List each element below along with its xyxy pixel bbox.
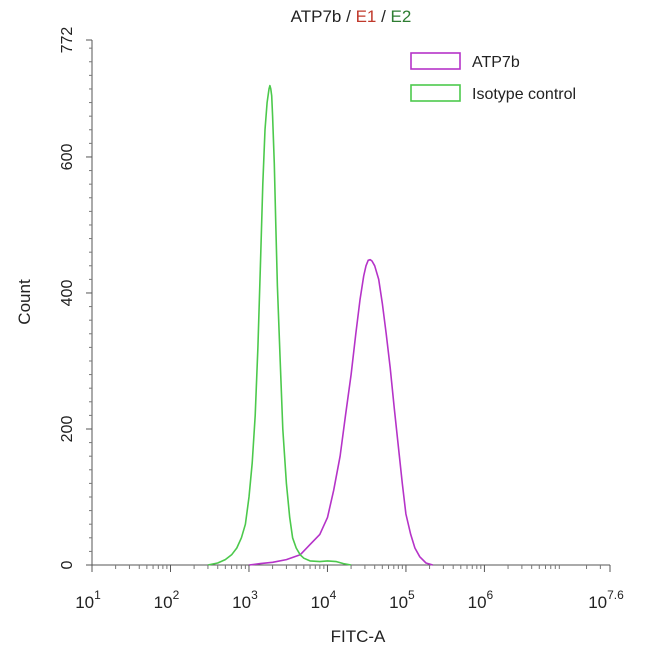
x-tick-label: 103: [232, 588, 258, 612]
x-tick-label: 104: [311, 588, 337, 612]
x-tick-exponent: 7.6: [607, 588, 624, 602]
x-tick-base: 10: [468, 593, 487, 612]
x-tick-label: 102: [154, 588, 180, 612]
legend-swatch-1: [410, 84, 461, 102]
legend-label-1: Isotype control: [472, 86, 576, 103]
y-tick-label: 772: [59, 27, 76, 54]
y-tick-label: 200: [59, 416, 76, 443]
y-tick-label: 0: [59, 560, 76, 569]
title-part-3: /: [376, 7, 390, 26]
x-tick-base: 10: [154, 593, 173, 612]
series-line-0: [248, 258, 434, 566]
legend-label-0: ATP7b: [472, 54, 520, 71]
plot-frame: [91, 40, 610, 566]
x-axis-label: FITC-A: [331, 627, 386, 646]
legend: ATP7b Isotype control: [410, 52, 576, 103]
x-tick-exponent: 5: [408, 588, 415, 602]
chart-title-text: ATP7b / E1 / E2: [291, 7, 412, 26]
series-line-1: [207, 84, 352, 566]
x-tick-base: 10: [75, 593, 94, 612]
title-part-1: /: [341, 7, 355, 26]
x-tick-exponent: 6: [487, 588, 494, 602]
y-tick-label: 600: [59, 144, 76, 171]
x-tick-exponent: 3: [251, 588, 258, 602]
x-tick-base: 10: [389, 593, 408, 612]
title-part-4: E2: [391, 7, 412, 26]
legend-swatch-0: [410, 52, 461, 70]
y-axis-label: Count: [15, 279, 34, 325]
series-layer: [207, 84, 434, 566]
y-tick-label: 400: [59, 280, 76, 307]
x-tick-exponent: 4: [330, 588, 337, 602]
x-tick-label: 101: [75, 588, 101, 612]
x-tick-base: 10: [588, 593, 607, 612]
x-tick-label: 105: [389, 588, 415, 612]
title-part-0: ATP7b: [291, 7, 342, 26]
x-tick-exponent: 1: [94, 588, 101, 602]
chart-title: ATP7b / E1 / E2: [291, 7, 412, 26]
x-tick-base: 10: [232, 593, 251, 612]
x-tick-label: 106: [468, 588, 494, 612]
x-tick-exponent: 2: [173, 588, 180, 602]
x-tick-label: 107.6: [588, 588, 624, 612]
title-part-2: E1: [356, 7, 377, 26]
x-tick-base: 10: [311, 593, 330, 612]
